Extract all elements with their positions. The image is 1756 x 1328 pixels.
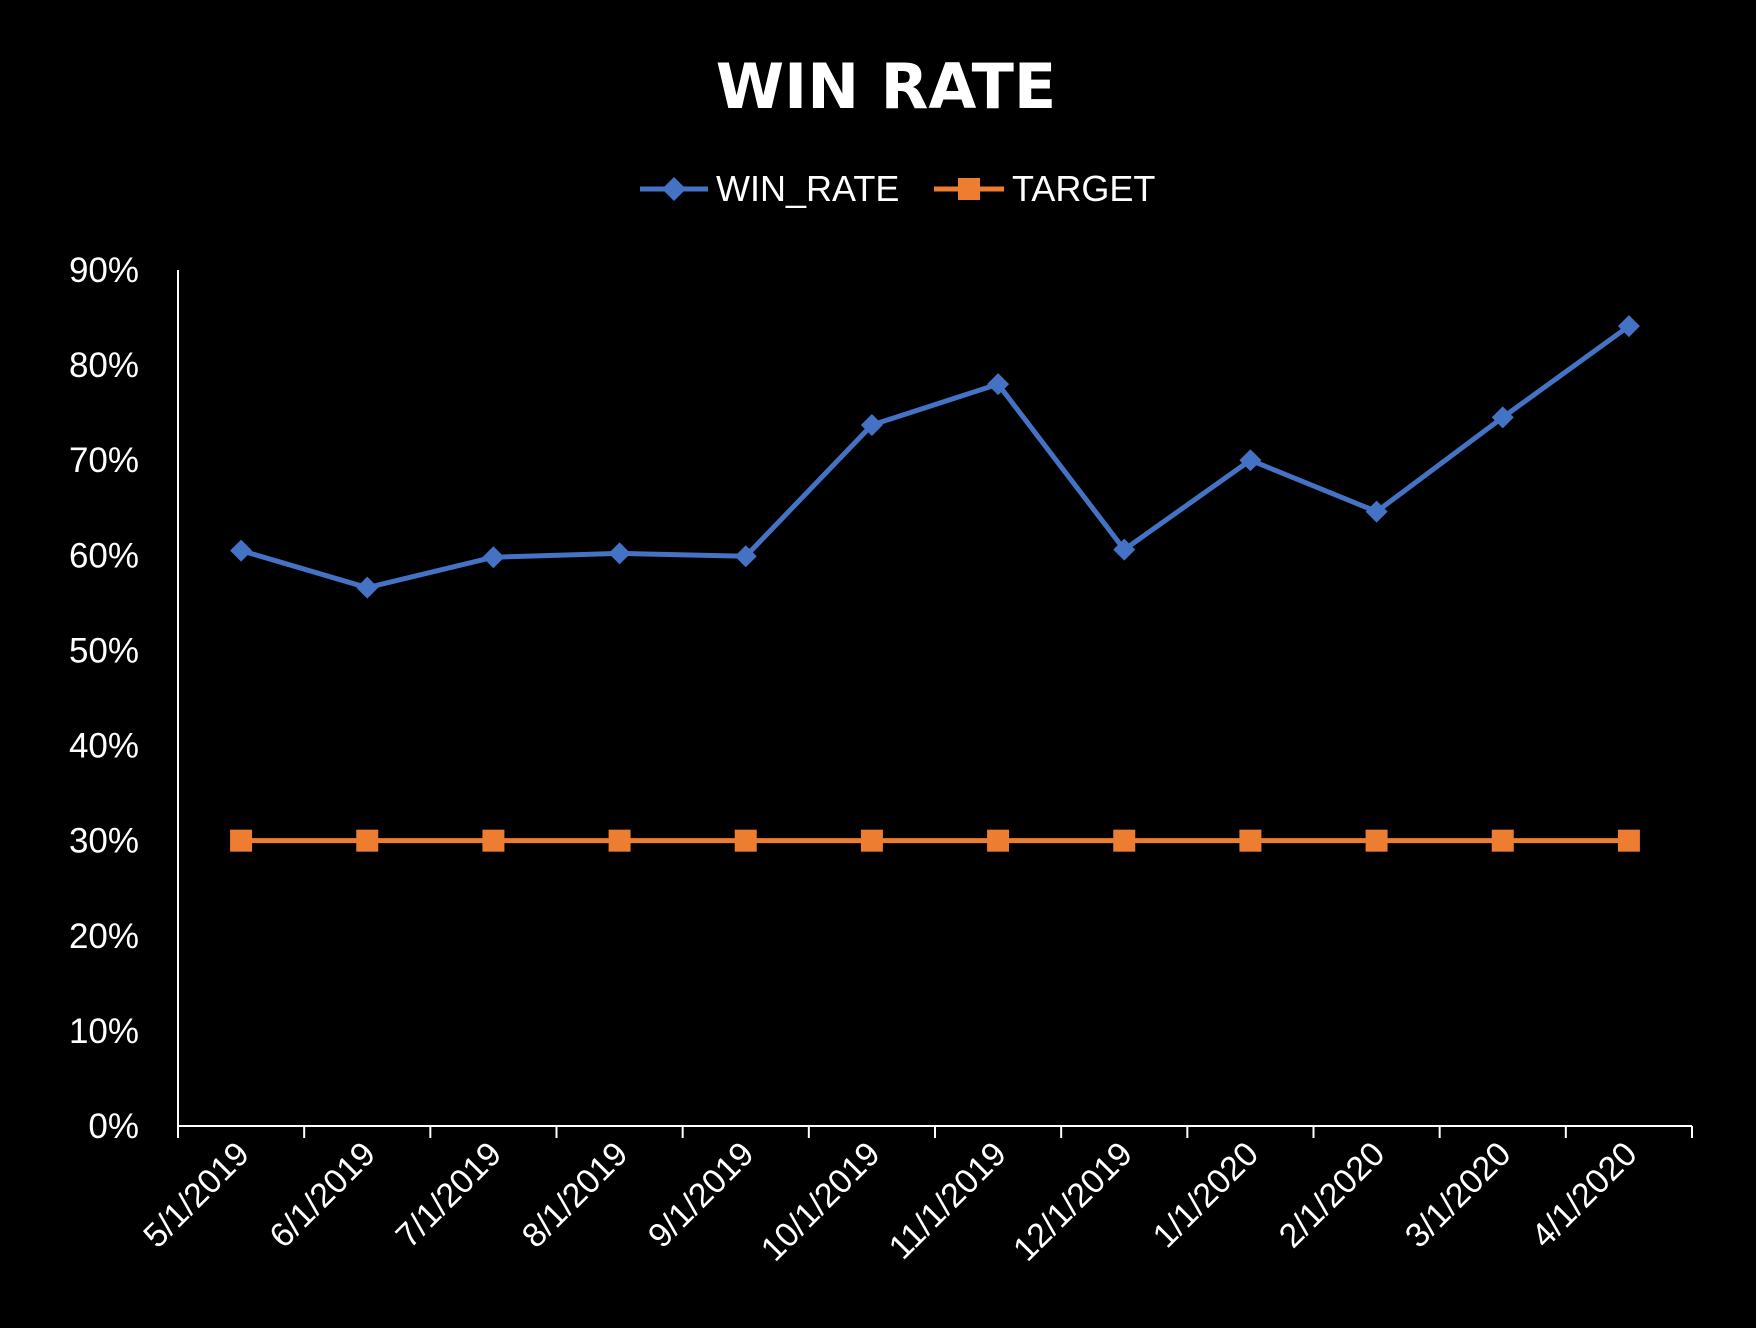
data-point-win-rate <box>1113 538 1136 561</box>
x-tick-label: 1/1/2020 <box>1146 1135 1266 1255</box>
legend-marker-target <box>958 178 980 200</box>
data-point-target <box>860 829 883 852</box>
legend-label-win-rate: WIN_RATE <box>716 168 899 209</box>
legend-label-target: TARGET <box>1012 168 1155 209</box>
x-tick-label: 6/1/2019 <box>262 1135 382 1255</box>
data-point-target <box>987 829 1010 852</box>
legend-item-target: TARGET <box>934 168 1155 209</box>
data-point-win-rate <box>734 545 757 568</box>
x-tick-label: 8/1/2019 <box>515 1135 635 1255</box>
x-tick-label: 9/1/2019 <box>641 1135 761 1255</box>
x-tick-label: 10/1/2019 <box>754 1135 888 1269</box>
x-tick-label: 12/1/2019 <box>1006 1135 1140 1269</box>
y-tick-label: 10% <box>69 1012 139 1051</box>
data-point-target <box>608 829 631 852</box>
x-tick-label: 3/1/2020 <box>1398 1135 1518 1255</box>
y-tick-label: 30% <box>69 822 139 861</box>
y-tick-label: 60% <box>69 536 139 575</box>
legend-marker-win-rate <box>662 177 686 201</box>
x-tick-label: 2/1/2020 <box>1272 1135 1392 1255</box>
data-point-target <box>1113 829 1136 852</box>
data-point-win-rate <box>1365 500 1388 523</box>
x-tick-label: 4/1/2020 <box>1524 1135 1644 1255</box>
y-tick-label: 70% <box>69 441 139 480</box>
y-tick-label: 0% <box>88 1107 139 1146</box>
data-point-target <box>1617 829 1640 852</box>
y-tick-label: 40% <box>69 727 139 766</box>
data-point-target <box>1491 829 1514 852</box>
y-tick-label: 90% <box>69 251 139 290</box>
x-tick-label: 7/1/2019 <box>389 1135 509 1255</box>
data-point-win-rate <box>1491 406 1514 429</box>
data-point-target <box>230 829 253 852</box>
data-point-win-rate <box>482 546 505 569</box>
data-point-win-rate <box>1239 449 1262 472</box>
data-point-target <box>482 829 505 852</box>
data-point-win-rate <box>860 414 883 437</box>
series-line-win-rate <box>238 323 1632 591</box>
data-point-target <box>734 829 757 852</box>
x-tick-label: 5/1/2019 <box>136 1135 256 1255</box>
x-tick-label: 11/1/2019 <box>882 1135 1014 1267</box>
data-point-win-rate <box>608 542 631 565</box>
y-tick-label: 50% <box>69 631 139 670</box>
data-point-win-rate <box>230 539 253 562</box>
y-tick-label: 20% <box>69 917 139 956</box>
y-tick-label: 80% <box>69 346 139 385</box>
plot-area: 0% 10% 20% 30% 40% 50% 60% 70% 80% 90% 5/1/2019 6/1… <box>69 251 1693 1269</box>
legend-item-win-rate: WIN_RATE <box>640 168 899 209</box>
data-point-win-rate <box>1617 315 1640 338</box>
data-point-target <box>1365 829 1388 852</box>
data-point-target <box>356 829 379 852</box>
data-point-win-rate <box>987 373 1010 396</box>
data-point-win-rate <box>356 576 379 599</box>
chart-title: WIN RATE <box>716 50 1057 123</box>
legend: WIN_RATE TARGET <box>640 168 1155 209</box>
data-point-target <box>1239 829 1262 852</box>
